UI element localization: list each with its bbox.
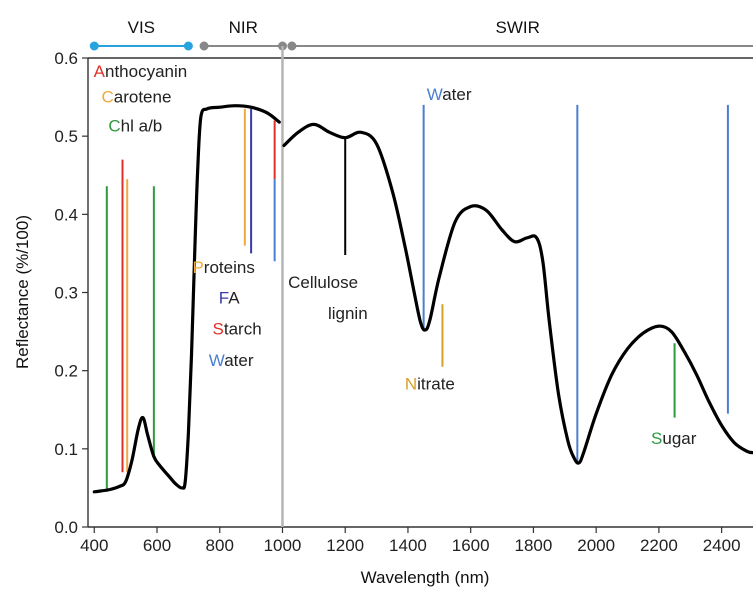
annotation-label: Water	[427, 85, 472, 104]
y-tick-label: 0.1	[54, 440, 78, 459]
annotation-label: Proteins	[192, 258, 254, 277]
y-tick-label: 0.4	[54, 205, 78, 224]
region-start-dot	[199, 41, 209, 51]
annotation-label: Water	[209, 351, 254, 370]
annotation-label: Starch	[213, 320, 262, 339]
x-ticks: 400 600 800 1000 1200 1400 1600 1800 2000 2200 240…	[80, 527, 741, 555]
x-tick-label: 1200	[326, 536, 364, 555]
x-tick-label: 2400	[703, 536, 741, 555]
x-axis-title: Wavelength (nm)	[361, 568, 490, 587]
annotation-label: FA	[219, 288, 240, 307]
y-tick-label: 0.3	[54, 284, 78, 303]
x-tick-label: 400	[80, 536, 108, 555]
x-tick-label: 2000	[577, 536, 615, 555]
spectral-regions: VIS NIR SWIR	[89, 18, 753, 51]
annotation-label: Chl a/b	[108, 116, 162, 135]
y-tick-label: 0.2	[54, 362, 78, 381]
x-tick-label: 600	[143, 536, 171, 555]
region-label: NIR	[229, 18, 258, 37]
annotation-label: lignin	[328, 304, 368, 323]
x-tick-label: 1400	[389, 536, 427, 555]
region-label: SWIR	[496, 18, 540, 37]
y-axis-title: Reflectance (%/100)	[13, 215, 32, 369]
y-tick-label: 0.5	[54, 127, 78, 146]
x-tick-label: 1600	[452, 536, 490, 555]
region-start-dot	[89, 41, 99, 51]
x-tick-label: 800	[206, 536, 234, 555]
y-tick-label: 0.0	[54, 518, 78, 537]
annotation-label: Sugar	[651, 429, 697, 448]
reflectance-curve-segment	[282, 122, 753, 465]
region-label: VIS	[128, 18, 155, 37]
annotation-label: Anthocyanin	[94, 62, 188, 81]
annotation-label: Carotene	[101, 88, 171, 107]
reflectance-curve	[92, 104, 753, 494]
annotations: Anthocyanin Carotene Chl a/b Proteins FA Star…	[94, 62, 697, 448]
region-end-dot	[183, 41, 193, 51]
annotation-label: Nitrate	[405, 374, 455, 393]
x-tick-label: 1000	[264, 536, 302, 555]
region-start-dot	[287, 41, 297, 51]
y-ticks: 0.0 0.1 0.2 0.3 0.4 0.5 0.6	[54, 49, 88, 537]
annotation-label: Cellulose	[288, 273, 358, 292]
absorption-lines	[105, 104, 729, 492]
reflectance-curve-segment	[92, 104, 281, 494]
x-tick-label: 1800	[515, 536, 553, 555]
y-tick-label: 0.6	[54, 49, 78, 68]
x-tick-label: 2200	[640, 536, 678, 555]
